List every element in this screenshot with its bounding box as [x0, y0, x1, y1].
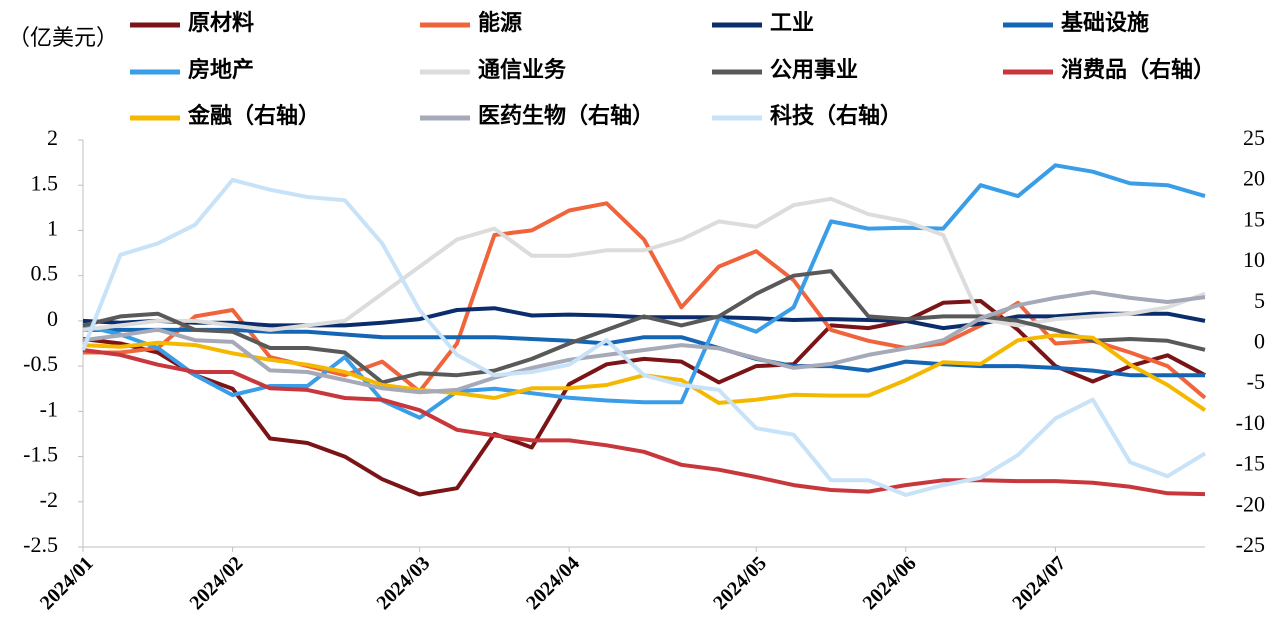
x-tick-label: 2024/06 — [859, 552, 921, 614]
series-line — [81, 177, 1207, 497]
y-axis-label: （亿美元） — [8, 25, 118, 50]
legend-label: 能源 — [478, 10, 522, 35]
x-tick-label: 2024/05 — [709, 552, 771, 614]
x-tick-label: 2024/02 — [185, 552, 247, 614]
y2-tick-label: 20 — [1243, 166, 1265, 191]
y2-tick-label: -5 — [1247, 369, 1265, 394]
y-tick-label: 0 — [47, 306, 58, 331]
y-tick-label: -0.5 — [23, 351, 58, 376]
y-tick-label: 0.5 — [31, 261, 59, 286]
x-tick-label: 2024/03 — [372, 552, 434, 614]
y-tick-label: -2.5 — [23, 532, 58, 557]
y2-tick-label: 10 — [1243, 247, 1265, 272]
series-line — [82, 348, 1206, 497]
legend-label: 科技（右轴） — [770, 103, 902, 128]
y2-tick-label: 0 — [1254, 329, 1265, 354]
y-tick-label: -1.5 — [23, 442, 58, 467]
legend-label: 基础设施 — [1061, 10, 1149, 35]
y-tick-label: 2 — [47, 125, 58, 150]
y2-tick-label: 5 — [1254, 288, 1265, 313]
y-tick-label: -1 — [40, 396, 58, 421]
legend-label: 消费品（右轴） — [1061, 57, 1215, 82]
series-line — [82, 269, 1206, 385]
legend-label: 原材料 — [188, 10, 254, 35]
series-line — [82, 299, 1206, 497]
legend-label: 工业 — [770, 10, 814, 35]
y-tick-label: -2 — [40, 487, 58, 512]
legend-label: 公用事业 — [770, 57, 858, 82]
y2-tick-label: 15 — [1243, 206, 1265, 231]
y2-tick-label: 25 — [1243, 125, 1265, 150]
legend-label: 房地产 — [188, 57, 254, 82]
y-tick-label: 1.5 — [31, 170, 59, 195]
y-tick-label: 1 — [47, 215, 58, 240]
legend-label: 医药生物（右轴） — [478, 103, 654, 128]
x-tick-label: 2024/04 — [522, 552, 584, 614]
legend-label: 金融（右轴） — [187, 103, 320, 128]
legend-label: 通信业务 — [478, 57, 567, 82]
x-tick-label: 2024/07 — [1008, 552, 1070, 614]
y2-tick-label: -15 — [1236, 451, 1265, 476]
series-line — [83, 201, 1207, 400]
series-line — [82, 196, 1206, 332]
y2-tick-label: -10 — [1236, 410, 1265, 435]
x-tick-label: 2024/01 — [36, 552, 98, 614]
y2-tick-label: -25 — [1236, 532, 1265, 557]
series-line — [82, 163, 1206, 420]
y2-tick-label: -20 — [1236, 491, 1265, 516]
series-line — [82, 290, 1206, 395]
